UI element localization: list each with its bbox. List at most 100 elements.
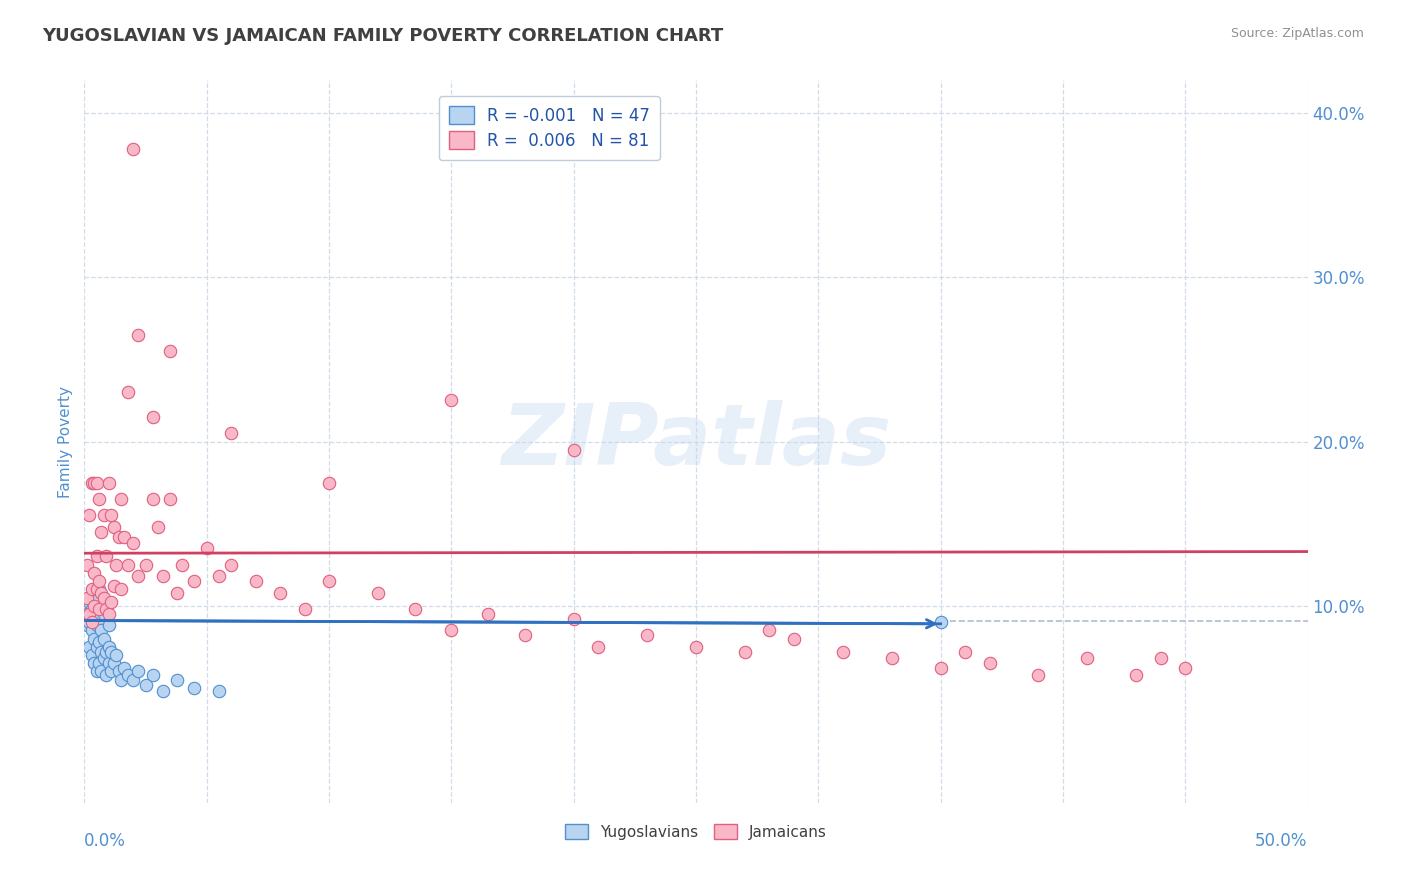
- Point: [86, 582, 108, 597]
- Point: [93, 607, 115, 621]
- Point: [86, 591, 108, 605]
- Point: [166, 585, 188, 599]
- Point: [127, 665, 149, 679]
- Point: [87, 635, 110, 649]
- Point: [219, 558, 242, 572]
- Point: [87, 602, 110, 616]
- Point: [685, 640, 707, 654]
- Point: [783, 632, 806, 646]
- Point: [880, 651, 903, 665]
- Text: YUGOSLAVIAN VS JAMAICAN FAMILY POVERTY CORRELATION CHART: YUGOSLAVIAN VS JAMAICAN FAMILY POVERTY C…: [42, 27, 724, 45]
- Point: [97, 640, 120, 654]
- Point: [172, 558, 194, 572]
- Point: [112, 661, 135, 675]
- Point: [87, 574, 110, 588]
- Point: [183, 681, 205, 695]
- Text: Source: ZipAtlas.com: Source: ZipAtlas.com: [1230, 27, 1364, 40]
- Point: [127, 327, 149, 342]
- Point: [86, 665, 108, 679]
- Point: [103, 520, 125, 534]
- Point: [979, 657, 1001, 671]
- Text: 50.0%: 50.0%: [1256, 831, 1308, 850]
- Point: [76, 618, 98, 632]
- Point: [96, 549, 118, 564]
- Point: [122, 536, 145, 550]
- Point: [86, 549, 108, 564]
- Point: [83, 657, 105, 671]
- Point: [96, 602, 118, 616]
- Point: [112, 530, 135, 544]
- Text: ZIPatlas: ZIPatlas: [501, 400, 891, 483]
- Point: [87, 612, 110, 626]
- Point: [80, 648, 103, 662]
- Point: [135, 558, 157, 572]
- Point: [146, 520, 169, 534]
- Point: [103, 657, 125, 671]
- Point: [87, 491, 110, 506]
- Point: [122, 142, 145, 156]
- Point: [97, 657, 120, 671]
- Point: [294, 602, 316, 616]
- Point: [953, 645, 976, 659]
- Point: [142, 409, 165, 424]
- Text: 0.0%: 0.0%: [84, 831, 127, 850]
- Point: [245, 574, 267, 588]
- Point: [93, 632, 115, 646]
- Point: [96, 667, 118, 681]
- Point: [97, 607, 120, 621]
- Point: [90, 585, 112, 599]
- Point: [636, 628, 658, 642]
- Point: [97, 618, 120, 632]
- Point: [80, 582, 103, 597]
- Point: [83, 607, 105, 621]
- Point: [90, 665, 112, 679]
- Point: [142, 667, 165, 681]
- Legend: Yugoslavians, Jamaicans: Yugoslavians, Jamaicans: [560, 818, 832, 846]
- Point: [929, 615, 952, 630]
- Point: [77, 595, 100, 609]
- Point: [100, 595, 122, 609]
- Point: [318, 574, 340, 588]
- Point: [100, 645, 122, 659]
- Point: [77, 508, 100, 523]
- Point: [77, 607, 100, 621]
- Point: [758, 624, 780, 638]
- Point: [86, 475, 108, 490]
- Point: [477, 607, 499, 621]
- Point: [440, 624, 463, 638]
- Point: [117, 385, 139, 400]
- Point: [80, 475, 103, 490]
- Point: [367, 585, 389, 599]
- Point: [183, 574, 205, 588]
- Point: [929, 661, 952, 675]
- Point: [152, 684, 174, 698]
- Point: [152, 569, 174, 583]
- Point: [166, 673, 188, 687]
- Point: [90, 645, 112, 659]
- Point: [90, 524, 112, 539]
- Point: [100, 508, 122, 523]
- Point: [195, 541, 218, 556]
- Point: [93, 651, 115, 665]
- Point: [83, 475, 105, 490]
- Point: [83, 632, 105, 646]
- Point: [105, 558, 128, 572]
- Point: [122, 673, 145, 687]
- Point: [90, 624, 112, 638]
- Point: [76, 607, 98, 621]
- Point: [318, 475, 340, 490]
- Point: [159, 344, 181, 359]
- Point: [208, 684, 231, 698]
- Point: [93, 591, 115, 605]
- Point: [107, 665, 129, 679]
- Point: [734, 645, 756, 659]
- Point: [105, 648, 128, 662]
- Point: [80, 602, 103, 616]
- Point: [404, 602, 426, 616]
- Point: [1150, 651, 1173, 665]
- Point: [562, 442, 585, 457]
- Point: [110, 673, 132, 687]
- Point: [586, 640, 609, 654]
- Point: [159, 491, 181, 506]
- Point: [86, 618, 108, 632]
